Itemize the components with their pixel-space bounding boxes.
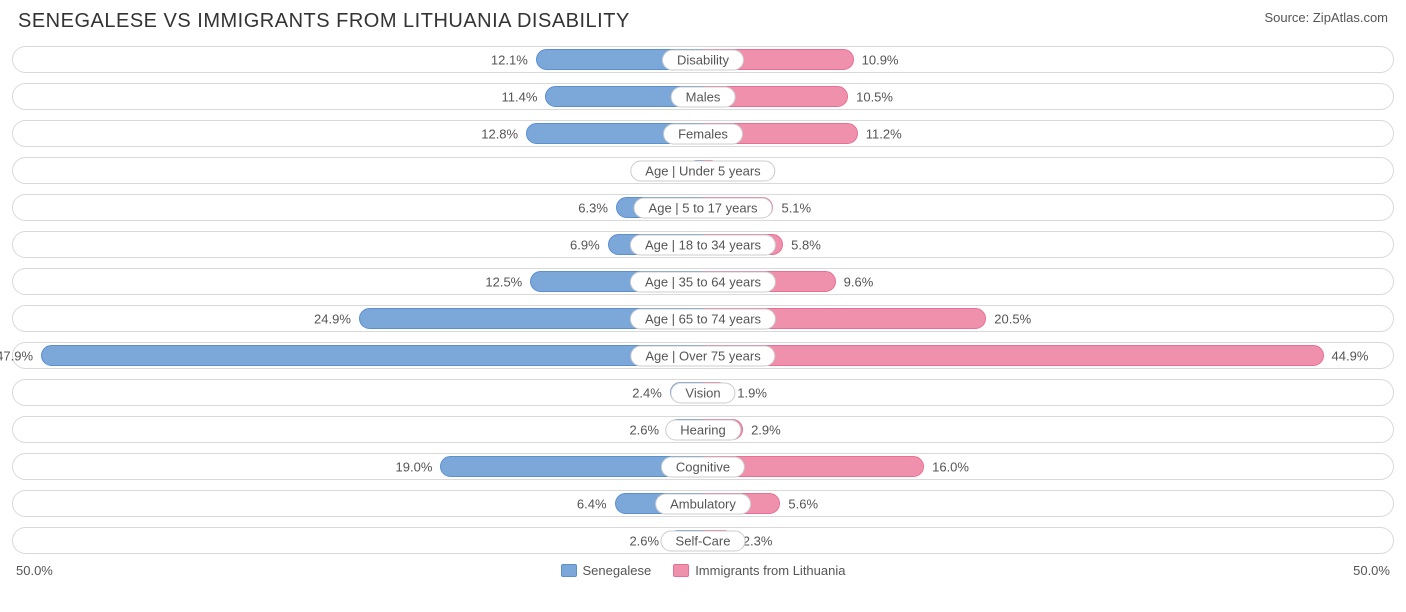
value-left: 12.1% xyxy=(491,52,528,67)
value-right: 5.8% xyxy=(791,237,821,252)
value-left: 19.0% xyxy=(396,459,433,474)
value-right: 2.3% xyxy=(743,533,773,548)
value-right: 5.6% xyxy=(788,496,818,511)
value-right: 2.9% xyxy=(751,422,781,437)
category-label: Hearing xyxy=(665,419,741,440)
category-label: Ambulatory xyxy=(655,493,751,514)
axis-left-label: 50.0% xyxy=(16,563,53,578)
value-left: 6.9% xyxy=(570,237,600,252)
value-left: 12.5% xyxy=(485,274,522,289)
bar-left xyxy=(41,345,703,366)
value-left: 2.4% xyxy=(632,385,662,400)
bar-right xyxy=(703,345,1324,366)
legend-right-label: Immigrants from Lithuania xyxy=(695,563,845,578)
axis-right-label: 50.0% xyxy=(1353,563,1390,578)
value-right: 10.5% xyxy=(856,89,893,104)
category-label: Cognitive xyxy=(661,456,745,477)
value-right: 9.6% xyxy=(844,274,874,289)
chart-row: 6.9% 5.8% Age | 18 to 34 years xyxy=(12,228,1394,261)
chart-title: SENEGALESE VS IMMIGRANTS FROM LITHUANIA … xyxy=(18,10,630,33)
axis-legend-row: 50.0% Senegalese Immigrants from Lithuania… xyxy=(12,561,1394,578)
category-label: Age | Over 75 years xyxy=(630,345,775,366)
category-label: Age | 65 to 74 years xyxy=(630,308,776,329)
value-left: 11.4% xyxy=(502,89,538,104)
value-left: 2.6% xyxy=(629,533,659,548)
chart-row: 11.4% 10.5% Males xyxy=(12,80,1394,113)
chart-row: 47.9%44.9%Age | Over 75 years xyxy=(12,339,1394,372)
value-left: 6.4% xyxy=(577,496,607,511)
value-right: 5.1% xyxy=(781,200,811,215)
value-right: 1.9% xyxy=(737,385,767,400)
value-right: 11.2% xyxy=(866,126,902,141)
category-label: Disability xyxy=(662,49,744,70)
legend: Senegalese Immigrants from Lithuania xyxy=(561,563,846,578)
category-label: Age | 18 to 34 years xyxy=(630,234,776,255)
chart-row: 2.6% 2.9% Hearing xyxy=(12,413,1394,446)
value-left: 12.8% xyxy=(481,126,518,141)
chart-row: 12.5% 9.6% Age | 35 to 64 years xyxy=(12,265,1394,298)
chart-header: SENEGALESE VS IMMIGRANTS FROM LITHUANIA … xyxy=(0,0,1406,39)
legend-right-swatch xyxy=(673,564,689,577)
value-right: 44.9% xyxy=(1332,348,1369,363)
category-label: Females xyxy=(663,123,743,144)
chart-row: 2.6% 2.3%Self-Care xyxy=(12,524,1394,557)
category-label: Age | 35 to 64 years xyxy=(630,271,776,292)
value-right: 10.9% xyxy=(862,52,899,67)
chart-row: 6.4% 5.6% Ambulatory xyxy=(12,487,1394,520)
value-right: 20.5% xyxy=(994,311,1031,326)
legend-right: Immigrants from Lithuania xyxy=(673,563,845,578)
chart-row: 2.4% 1.9%Vision xyxy=(12,376,1394,409)
legend-left-swatch xyxy=(561,564,577,577)
chart-row: 1.2%1.3%Age | Under 5 years xyxy=(12,154,1394,187)
category-label: Vision xyxy=(670,382,735,403)
value-left: 6.3% xyxy=(578,200,608,215)
chart-row: 24.9% 20.5% Age | 65 to 74 years xyxy=(12,302,1394,335)
chart-row: 6.3% 5.1% Age | 5 to 17 years xyxy=(12,191,1394,224)
chart-source: Source: ZipAtlas.com xyxy=(1264,10,1388,25)
value-left: 47.9% xyxy=(0,348,33,363)
category-label: Males xyxy=(671,86,736,107)
chart-row: 19.0% 16.0% Cognitive xyxy=(12,450,1394,483)
chart-row: 12.8% 11.2% Females xyxy=(12,117,1394,150)
chart-area: 12.1% 10.9% Disability 11.4% 10.5% Males 12.8%… xyxy=(12,43,1394,578)
legend-left: Senegalese xyxy=(561,563,652,578)
value-left: 2.6% xyxy=(629,422,659,437)
legend-left-label: Senegalese xyxy=(583,563,652,578)
chart-row: 12.1% 10.9% Disability xyxy=(12,43,1394,76)
category-label: Self-Care xyxy=(661,530,746,551)
category-label: Age | Under 5 years xyxy=(630,160,775,181)
category-label: Age | 5 to 17 years xyxy=(634,197,773,218)
value-left: 24.9% xyxy=(314,311,351,326)
value-right: 16.0% xyxy=(932,459,969,474)
